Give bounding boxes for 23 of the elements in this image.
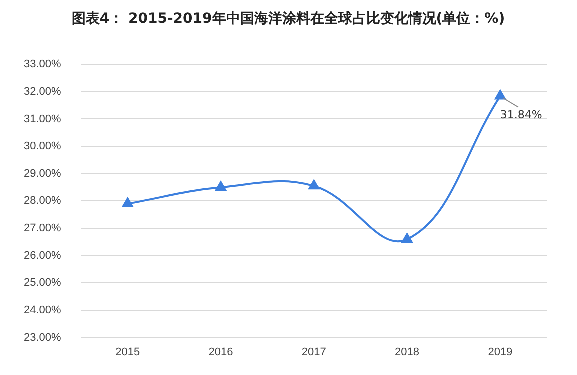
y-tick-label: 25.00% [24,277,62,290]
chart-title: 图表4： 2015-2019年中国海洋涂料在全球占比变化情况(单位：%) [70,10,506,29]
x-tick-label: 2015 [116,346,140,358]
point [122,198,134,208]
y-tick-label: 30.00% [24,140,62,153]
y-tick-label: 33.00% [24,58,62,71]
y-tick-label: 28.00% [24,195,62,208]
x-tick-label: 2017 [302,346,326,358]
x-tick-label: 2016 [208,346,234,358]
point [402,233,413,243]
y-tick-label: 23.00% [24,332,62,344]
point [216,182,226,192]
y-tick-label: 27.00% [24,222,62,235]
y-tick-label: 32.00% [24,86,62,98]
y-tick-label: 31.00% [24,113,62,126]
y-tick-label: 26.00% [24,250,62,262]
x-tick-label: 2018 [395,346,420,358]
y-tick-label: 29.00% [24,168,62,180]
point [495,90,506,100]
x-tick-label: 2019 [488,346,513,358]
point [308,180,320,190]
y-tick-label: 24.00% [24,304,62,317]
annotation: 31.84% [500,108,542,122]
